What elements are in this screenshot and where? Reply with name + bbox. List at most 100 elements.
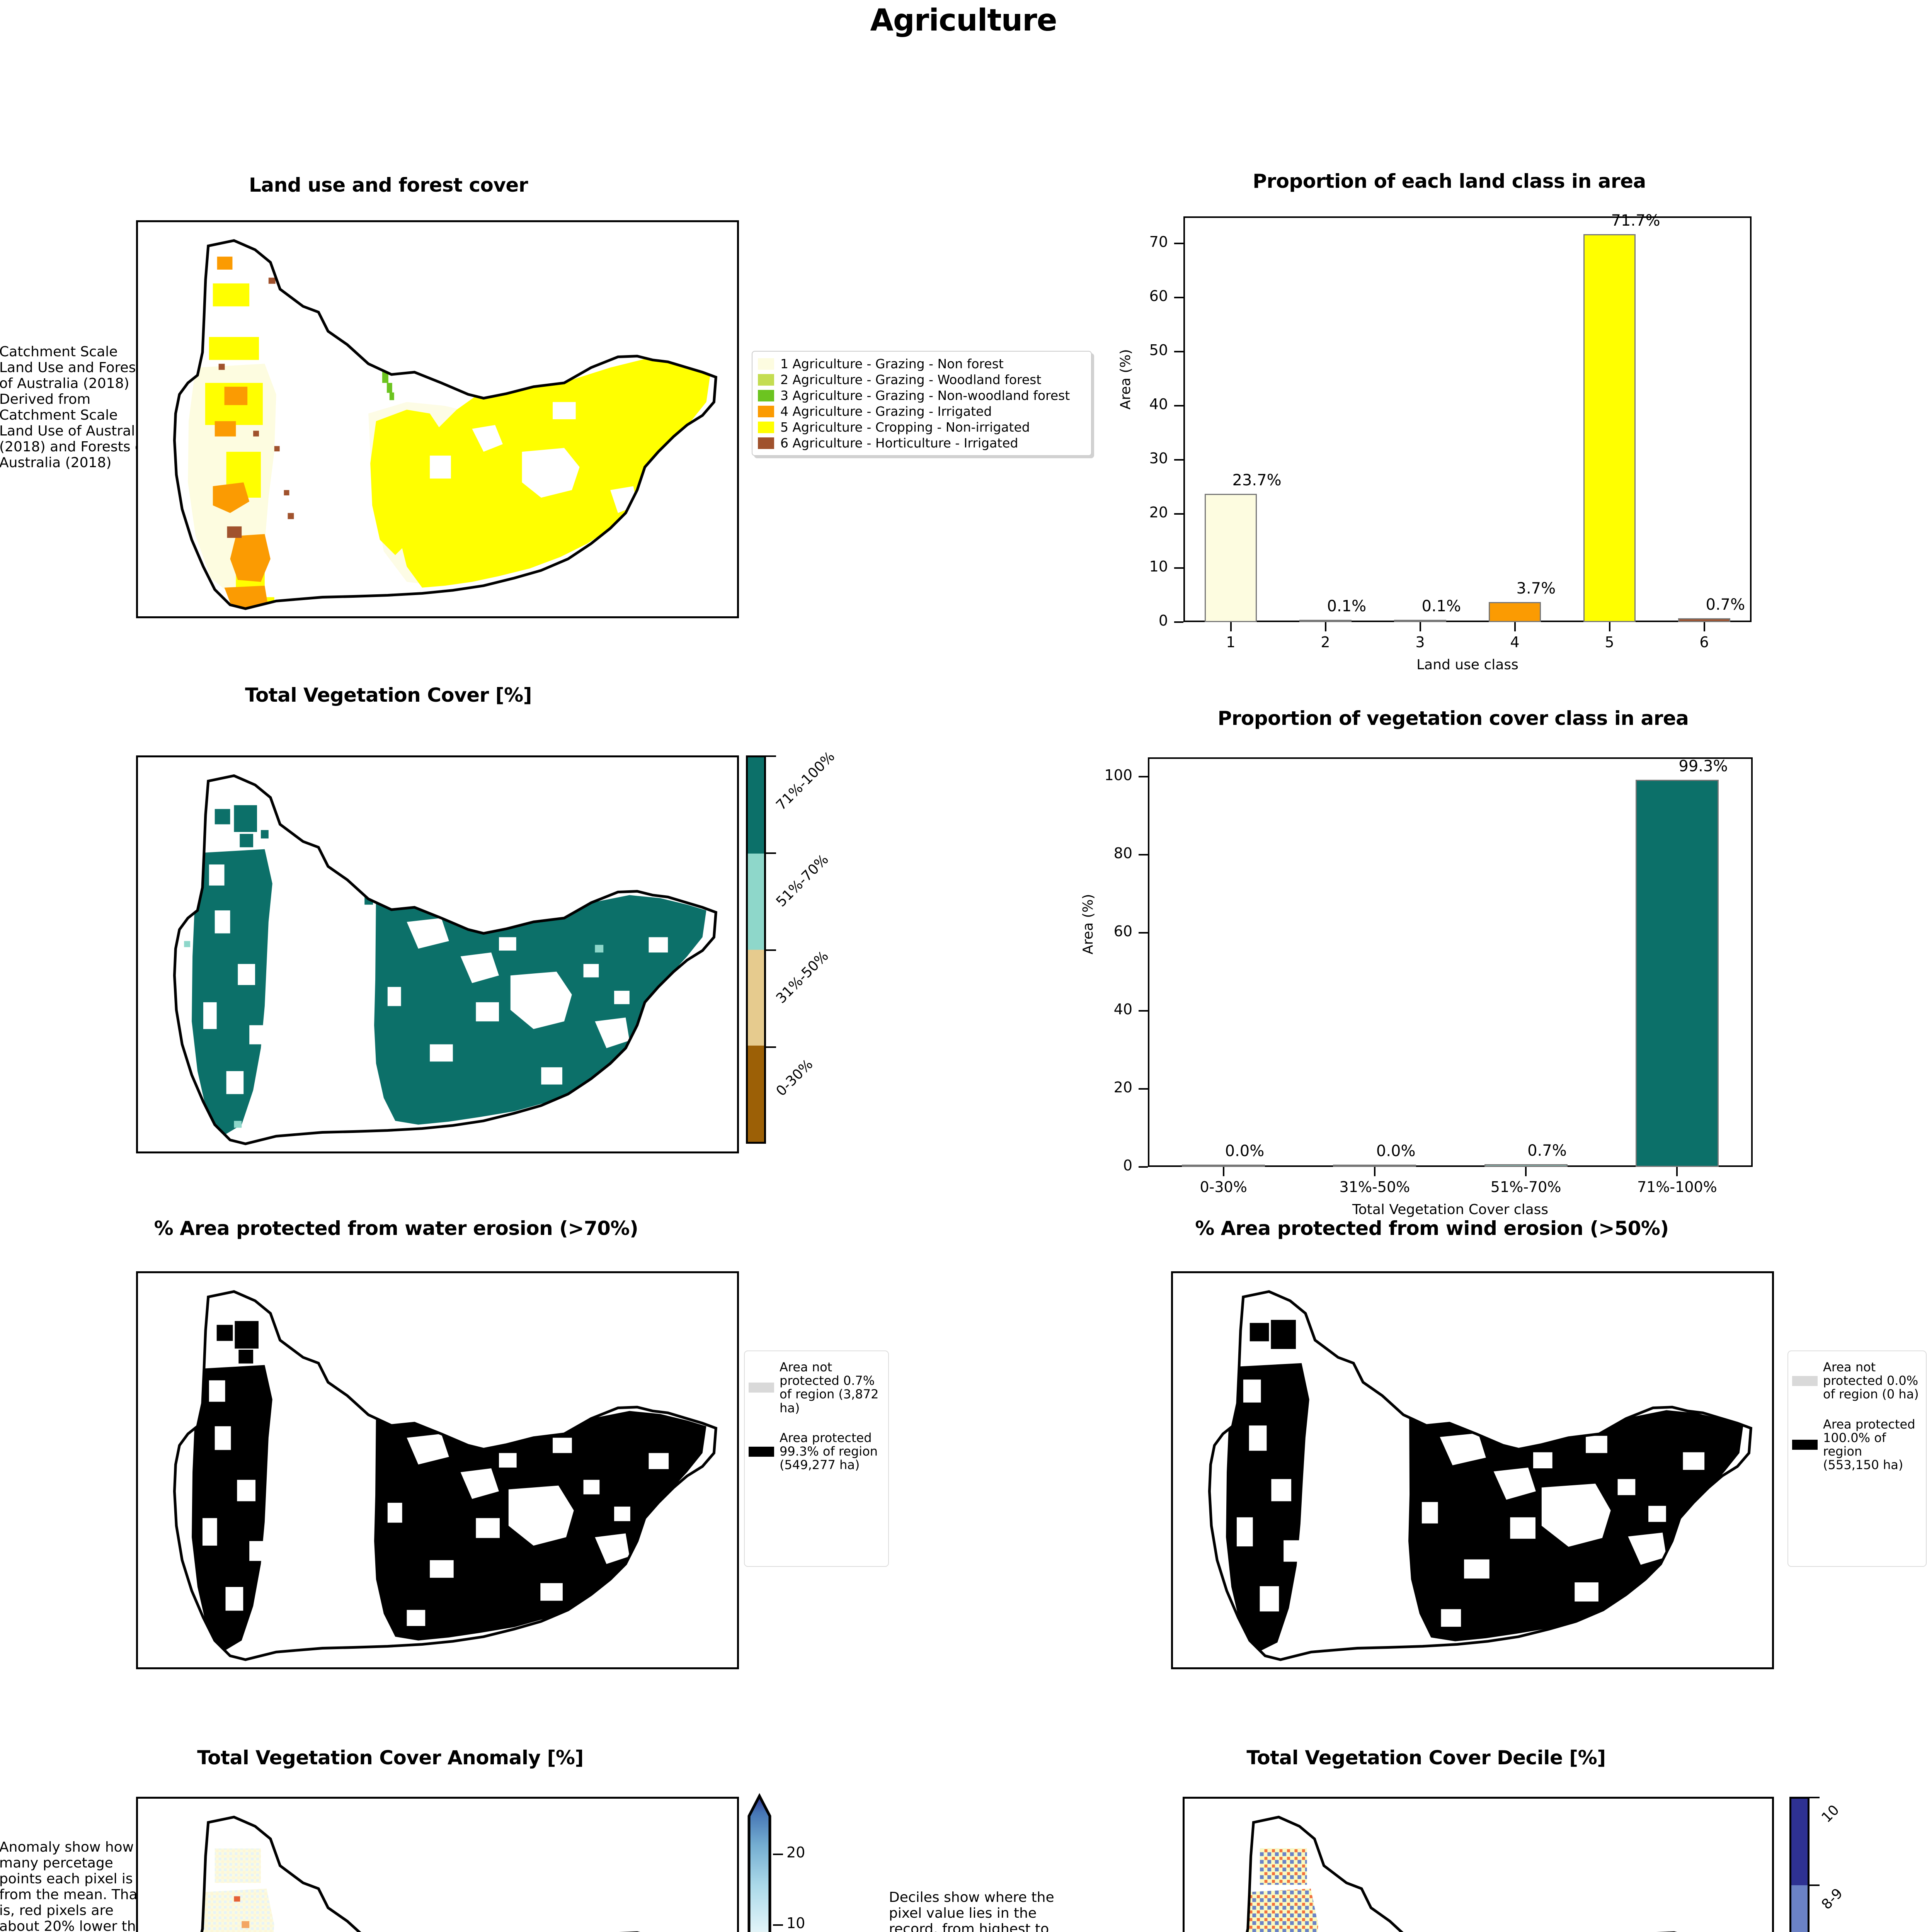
x-tick (1525, 1167, 1527, 1176)
land-use-map-svg (138, 222, 737, 616)
map-x-tick (671, 616, 672, 618)
legend-swatch-2 (758, 374, 774, 386)
x-tick (1230, 622, 1232, 631)
y-tick-label: 100 (1104, 767, 1132, 784)
legend-swatch-6 (758, 437, 774, 449)
map-y-tick (136, 1911, 138, 1913)
bar[interactable] (1333, 1165, 1416, 1167)
x-tick-label: 0-30% (1200, 1179, 1247, 1196)
y-tick-label: 40 (1113, 1001, 1132, 1018)
map-y-tick (1171, 1498, 1173, 1500)
bar[interactable] (1678, 618, 1730, 622)
wind-erosion-map[interactable] (1171, 1271, 1774, 1669)
veg-colorbar-label-51-70: 51%-70% (773, 851, 832, 910)
x-tick-label: 1 (1226, 634, 1236, 651)
colorbar-seg-31-50 (748, 949, 764, 1046)
map-y-tick (136, 504, 138, 505)
bar[interactable] (1394, 620, 1446, 622)
chart2-xlabel: Total Vegetation Cover class (1352, 1202, 1549, 1218)
legend-item: Area protected 99.3% of region (549,277 … (745, 1429, 888, 1475)
map-x-tick (204, 1667, 206, 1669)
legend-swatch-1 (758, 358, 774, 370)
page-title: Agriculture (870, 3, 1057, 38)
bar[interactable] (1205, 494, 1257, 622)
map-x-tick (471, 616, 472, 618)
land-class-bar-chart[interactable]: Area (%) 0 10 20 30 40 50 60 70 23.7% 1 0.1% 2 0.1% 3… (1118, 212, 1752, 651)
bar-value-label: 0.7% (1527, 1141, 1567, 1160)
anomaly-map[interactable] (136, 1797, 739, 1932)
legend-swatch-5 (758, 421, 774, 433)
map-y-tick (1171, 1611, 1173, 1612)
legend-swatch-protected (1792, 1439, 1818, 1450)
y-tick-label: 20 (1113, 1079, 1132, 1096)
map-x-tick (1306, 1667, 1307, 1669)
map-x-tick (671, 1667, 672, 1669)
bar[interactable] (1299, 620, 1352, 622)
veg-cover-map[interactable] (136, 755, 739, 1153)
legend-item: 5 Agriculture - Cropping - Non-irrigated (758, 420, 1086, 435)
bar[interactable] (1583, 234, 1636, 622)
map-x-tick (271, 1667, 272, 1669)
decile-map[interactable] (1183, 1797, 1774, 1932)
legend-item: 3 Agriculture - Grazing - Non-woodland f… (758, 388, 1086, 403)
y-tick (1139, 932, 1148, 934)
veg-class-bar-chart[interactable]: Area (%) 0 20 40 60 80 100 0.0% 0-30% 0.0% 31%-50… (1080, 757, 1753, 1196)
map-x-tick (204, 616, 206, 618)
legend-label-not-protected: Area not protected 0.7% of region (3,872… (780, 1360, 879, 1415)
map-y-tick (136, 1386, 138, 1387)
bar[interactable] (1489, 602, 1541, 622)
x-tick-label: 51%-70% (1490, 1179, 1561, 1196)
map-x-tick (604, 1667, 606, 1669)
map-y-tick (1171, 1386, 1173, 1387)
legend-item: 1 Agriculture - Grazing - Non forest (758, 356, 1086, 371)
land-use-map-title: Land use and forest cover (249, 174, 528, 196)
legend-label-protected: Area protected 99.3% of region (549,277 … (780, 1430, 878, 1473)
anomaly-map-title: Total Vegetation Cover Anomaly [%] (197, 1747, 584, 1769)
legend-swatch-3 (758, 389, 774, 401)
legend-swatch-protected (749, 1446, 774, 1457)
legend-label-protected: Area protected 100.0% of region (553,150… (1823, 1417, 1915, 1473)
map-y-tick (1183, 1911, 1185, 1913)
map-x-tick (338, 1151, 339, 1153)
bar[interactable] (1484, 1164, 1568, 1167)
map-y-tick (136, 1095, 138, 1097)
x-tick (1676, 1167, 1678, 1176)
map-y-tick (136, 1498, 138, 1500)
map-x-tick (1506, 1667, 1507, 1669)
x-tick-label: 2 (1321, 634, 1330, 651)
y-tick (1174, 513, 1183, 515)
x-tick (1324, 622, 1326, 631)
map-x-tick (604, 616, 606, 618)
land-use-map[interactable] (136, 220, 739, 618)
x-tick-label: 4 (1510, 634, 1520, 651)
chart1-ylabel: Area (%) (1118, 349, 1134, 410)
decile-annotation: Deciles show where the pixel value lies … (889, 1889, 1054, 1932)
bar-value-label: 99.3% (1678, 757, 1728, 775)
legend-label-6: 6 Agriculture - Horticulture - Irrigated (780, 435, 1018, 451)
legend-swatch-not-protected (1792, 1376, 1818, 1386)
y-tick-label: 20 (1149, 504, 1168, 521)
x-tick-label: 71%-100% (1637, 1179, 1717, 1196)
legend-item: Area protected 100.0% of region (553,150… (1788, 1415, 1926, 1475)
colorbar-seg-71-100 (748, 757, 764, 854)
bar[interactable] (1635, 779, 1719, 1167)
bar[interactable] (1182, 1165, 1265, 1167)
y-tick (1139, 776, 1148, 778)
map-x-tick (471, 1667, 472, 1669)
water-erosion-map-title: % Area protected from water erosion (>70… (154, 1217, 638, 1240)
map-x-tick (1572, 1667, 1574, 1669)
map-y-tick (136, 870, 138, 871)
y-tick (1174, 459, 1183, 461)
legend-label-not-protected: Area not protected 0.0% of region (0 ha) (1823, 1360, 1919, 1402)
y-tick (1174, 567, 1183, 569)
colorbar-seg-51-70 (748, 853, 764, 950)
water-erosion-map-svg (138, 1273, 737, 1667)
map-y-tick (136, 1330, 138, 1331)
x-tick (1222, 1167, 1224, 1176)
map-y-tick (136, 1855, 138, 1857)
map-y-tick (136, 335, 138, 336)
colorbar-seg-8-9 (1791, 1885, 1808, 1932)
x-tick (1514, 622, 1516, 631)
bar-value-label: 3.7% (1516, 580, 1556, 598)
water-erosion-map[interactable] (136, 1271, 739, 1669)
